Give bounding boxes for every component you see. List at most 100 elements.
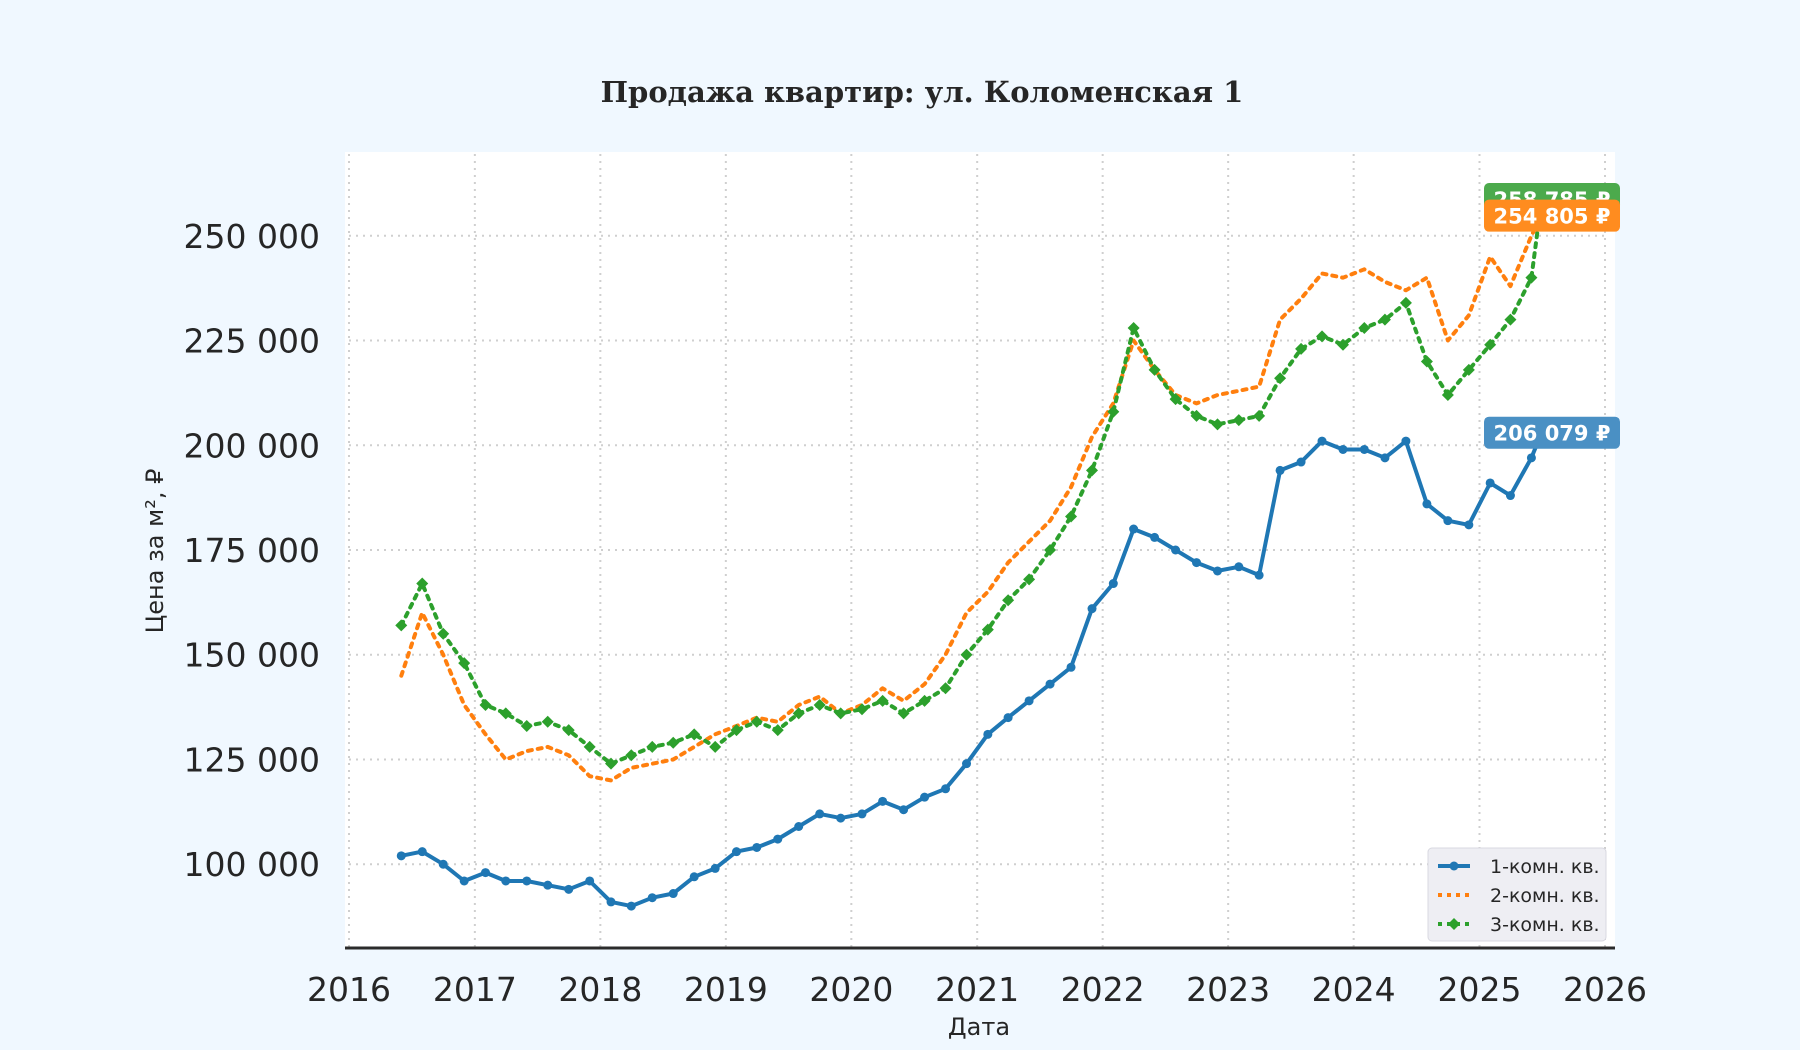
- data-point: [1274, 372, 1287, 385]
- data-point: [1023, 573, 1036, 586]
- data-point: [1211, 418, 1224, 431]
- x-tick-label: 2018: [558, 970, 642, 1009]
- y-tick-label: 150 000: [184, 636, 320, 675]
- legend: 1-комн. кв. 2-комн. кв. 3-комн. кв.: [1427, 847, 1607, 942]
- data-point: [792, 707, 805, 720]
- legend-label: 3-комн. кв.: [1490, 914, 1600, 936]
- series-group: [395, 192, 1548, 911]
- end-value-badge-text: 206 079 ₽: [1494, 422, 1611, 446]
- data-point: [1420, 355, 1433, 368]
- data-point: [1378, 313, 1391, 326]
- data-point: [499, 707, 512, 720]
- legend-swatch-marker: [1449, 861, 1459, 871]
- data-point: [606, 897, 616, 907]
- data-point: [396, 851, 406, 861]
- data-point: [625, 749, 638, 762]
- series-2: [399, 213, 1544, 783]
- data-point: [731, 847, 741, 857]
- x-tick-label: 2022: [1061, 970, 1145, 1009]
- data-point: [857, 809, 867, 819]
- x-tick-label: 2025: [1438, 970, 1522, 1009]
- data-point: [520, 719, 533, 732]
- data-point: [479, 699, 492, 712]
- data-point: [1148, 363, 1161, 376]
- data-point: [1129, 524, 1139, 534]
- data-point: [899, 805, 909, 815]
- data-point: [836, 813, 846, 823]
- x-tick-label: 2016: [307, 970, 391, 1009]
- data-point: [730, 724, 743, 737]
- legend-item: 1-комн. кв.: [1438, 856, 1600, 878]
- data-point: [1504, 313, 1517, 326]
- data-point: [1505, 491, 1515, 501]
- data-point: [667, 736, 680, 749]
- data-point: [834, 707, 847, 720]
- data-point: [458, 657, 471, 670]
- data-point: [939, 682, 952, 695]
- data-point: [794, 822, 804, 832]
- legend-item: 3-комн. кв.: [1438, 914, 1600, 936]
- end-value-badge: 206 079 ₽: [1484, 416, 1620, 449]
- data-point: [1317, 436, 1327, 446]
- x-axis-ticks: 2016 2017 2018 2019 2020 2021 2022 2023 2024 2025…: [307, 970, 1647, 1009]
- data-point: [1234, 562, 1244, 572]
- data-point: [543, 880, 553, 890]
- data-point: [1485, 478, 1495, 488]
- data-point: [813, 699, 826, 712]
- end-value-badge-box: [1484, 416, 1620, 449]
- data-point: [1295, 342, 1308, 355]
- data-point: [1087, 604, 1097, 614]
- data-point: [1108, 579, 1118, 589]
- x-tick-label: 2019: [684, 970, 768, 1009]
- data-point: [1380, 453, 1390, 463]
- data-point: [1066, 662, 1076, 672]
- data-point: [522, 876, 532, 886]
- data-point: [646, 740, 659, 753]
- data-point: [501, 876, 511, 886]
- data-point: [960, 648, 973, 661]
- data-point: [626, 901, 636, 911]
- legend-label: 1-комн. кв.: [1490, 856, 1600, 878]
- data-point: [437, 627, 450, 640]
- data-point: [1192, 558, 1202, 568]
- data-point: [417, 847, 427, 857]
- x-tick-label: 2024: [1312, 970, 1396, 1009]
- data-point: [1462, 363, 1475, 376]
- data-point: [583, 740, 596, 753]
- data-point: [1422, 499, 1432, 509]
- data-point: [1253, 409, 1266, 422]
- series-3: [395, 192, 1548, 770]
- data-point: [459, 876, 469, 886]
- data-point: [1296, 457, 1306, 467]
- y-tick-label: 175 000: [184, 531, 320, 570]
- data-point: [1359, 444, 1369, 454]
- data-point: [438, 859, 448, 869]
- data-point: [689, 872, 699, 882]
- y-tick-label: 200 000: [184, 426, 320, 465]
- data-point: [941, 784, 951, 794]
- data-point: [564, 884, 574, 894]
- data-point: [1045, 679, 1055, 689]
- data-point: [1003, 713, 1013, 723]
- data-point: [855, 703, 868, 716]
- data-point: [1065, 510, 1078, 523]
- data-point: [981, 623, 994, 636]
- data-point: [480, 868, 490, 878]
- data-point: [1024, 696, 1034, 706]
- data-point: [750, 715, 763, 728]
- data-point: [1443, 516, 1453, 526]
- series-1: [396, 428, 1547, 911]
- data-point: [1190, 409, 1203, 422]
- data-point: [897, 707, 910, 720]
- x-axis-label: Дата: [948, 1013, 1010, 1041]
- x-tick-label: 2023: [1186, 970, 1270, 1009]
- data-point: [983, 729, 993, 739]
- data-point: [1002, 594, 1015, 607]
- data-point: [752, 842, 762, 852]
- data-point: [688, 728, 701, 741]
- data-point: [668, 889, 678, 899]
- data-point: [962, 759, 972, 769]
- x-tick-label: 2017: [433, 970, 517, 1009]
- data-point: [1044, 544, 1057, 556]
